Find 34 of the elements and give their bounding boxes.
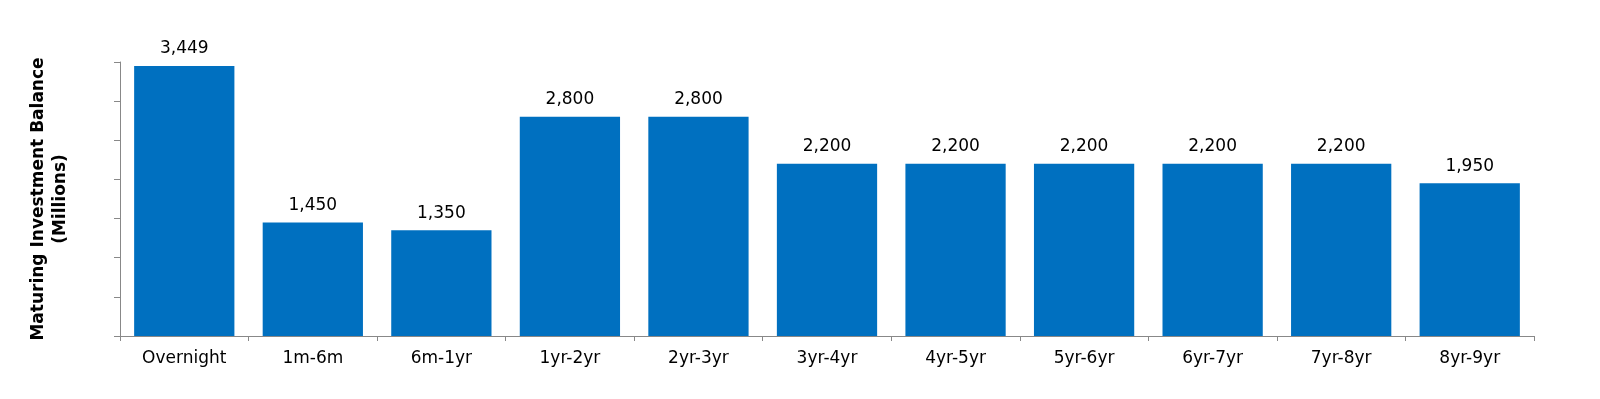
x-tick-label: 3yr-4yr: [796, 346, 858, 367]
data-label: 3,449: [159, 37, 209, 58]
bar: [1033, 163, 1135, 336]
x-tick-label: 4yr-5yr: [925, 346, 986, 367]
bar: [262, 222, 363, 336]
data-label: 1,450: [288, 193, 338, 214]
x-tick-label: Overnight: [142, 346, 227, 367]
x-tick-label: 1yr-2yr: [539, 346, 601, 367]
data-label: 2,200: [1059, 135, 1109, 156]
x-tick-label: 6m-1yr: [410, 346, 473, 367]
bar: [905, 163, 1006, 336]
x-tick-label: 8yr-9yr: [1439, 346, 1501, 367]
x-tick-label: 1m-6m: [282, 346, 344, 367]
data-label: 1,350: [417, 201, 466, 222]
data-label: 2,200: [1188, 135, 1237, 156]
x-tick-label: 5yr-6yr: [1053, 346, 1115, 367]
bar: [648, 116, 749, 336]
data-label: 1,950: [1445, 154, 1495, 175]
bar: [1291, 163, 1392, 336]
bar: [134, 65, 235, 336]
bar: [519, 116, 621, 336]
bar: [1419, 183, 1520, 336]
bar: [776, 163, 878, 336]
x-tick-label: 7yr-8yr: [1310, 346, 1372, 367]
y-axis-title: Maturing Investment Balance (Millions): [27, 57, 69, 341]
data-label: 2,200: [931, 135, 980, 156]
bar: [1162, 163, 1263, 336]
x-tick-label: 2yr-3yr: [668, 346, 729, 367]
data-label: 2,200: [1316, 135, 1366, 156]
x-tick-label: 6yr-7yr: [1182, 346, 1244, 367]
data-label: 2,200: [802, 135, 852, 156]
data-label: 2,800: [545, 88, 595, 109]
data-label: 2,800: [674, 88, 723, 109]
bar: [391, 230, 492, 336]
